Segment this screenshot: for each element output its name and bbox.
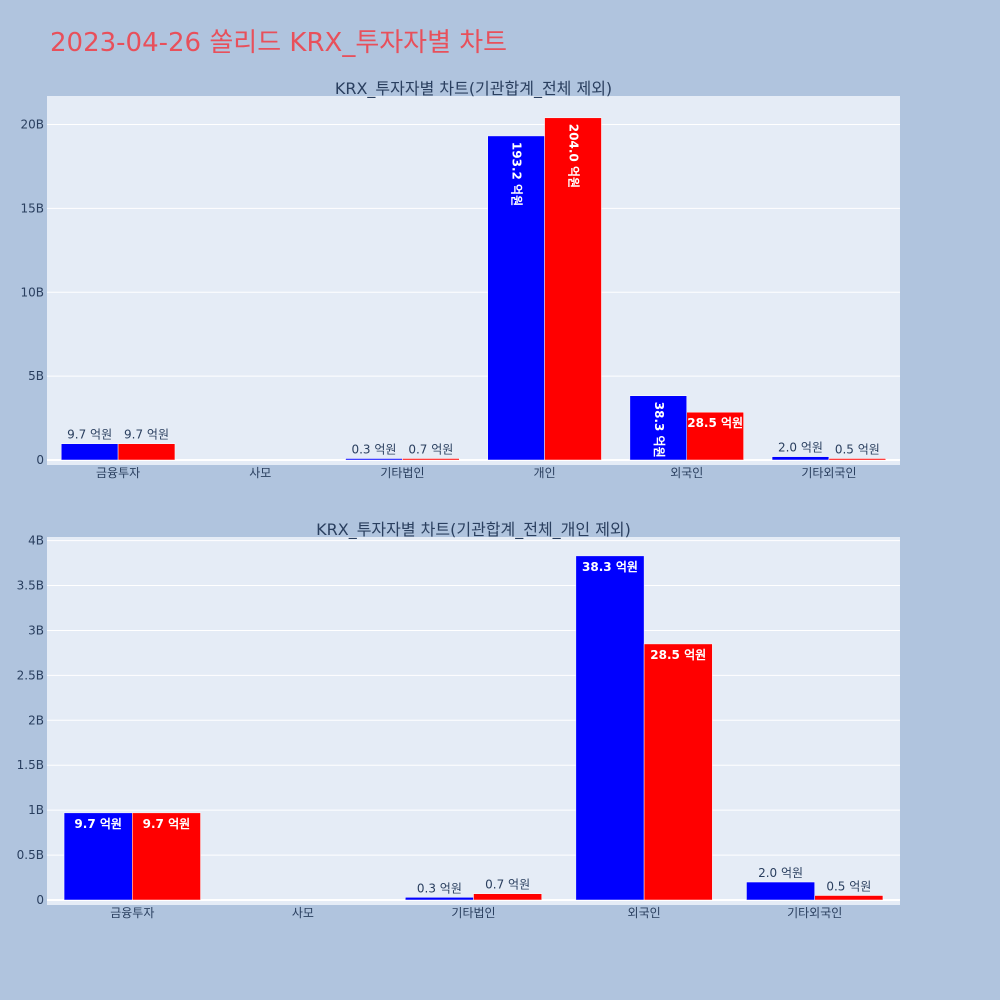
y-tick-label: 0	[36, 893, 44, 907]
data-label: 2.0 억원	[778, 441, 823, 455]
y-tick-label: 20B	[20, 118, 44, 132]
data-label: 38.3 억원	[582, 560, 638, 574]
y-tick-label: 3.5B	[17, 579, 44, 593]
data-label: 204.0 억원	[567, 124, 581, 188]
bar	[629, 395, 688, 461]
x-tick-label: 외국인	[670, 466, 703, 480]
x-tick-label: 기타법인	[451, 906, 495, 920]
bar	[746, 881, 815, 901]
y-tick-label: 1B	[28, 803, 44, 817]
x-tick-label: 기타외국인	[787, 906, 842, 920]
bar	[402, 458, 460, 461]
bar	[643, 643, 713, 901]
chart-title: KRX_투자자별 차트(기관합계_전체 제외)	[335, 79, 612, 99]
data-label: 9.7 억원	[67, 428, 112, 442]
data-label: 28.5 억원	[687, 416, 743, 430]
bar	[473, 893, 542, 901]
bar	[828, 458, 887, 461]
bar	[117, 443, 176, 461]
bar	[575, 555, 645, 901]
data-label: 9.7 억원	[74, 817, 122, 831]
bar	[63, 812, 133, 901]
chart-title: KRX_투자자별 차트(기관합계_전체_개인 제외)	[316, 520, 631, 540]
x-tick-label: 사모	[292, 906, 314, 920]
data-label: 2.0 억원	[758, 866, 803, 880]
bar	[405, 897, 474, 901]
data-label: 0.3 억원	[417, 881, 462, 895]
data-label: 0.3 억원	[351, 443, 396, 457]
x-tick-label: 금융투자	[110, 906, 154, 920]
x-tick-label: 기타법인	[380, 466, 424, 480]
bar	[487, 135, 545, 461]
data-label: 9.7 억원	[124, 428, 169, 442]
data-label: 38.3 억원	[652, 402, 666, 458]
data-label: 0.5 억원	[826, 880, 871, 894]
y-tick-label: 0	[36, 453, 44, 467]
x-tick-label: 금융투자	[96, 466, 140, 480]
data-label: 193.2 억원	[510, 142, 524, 206]
bar	[544, 117, 602, 461]
data-label: 0.7 억원	[485, 878, 530, 892]
bar	[686, 411, 744, 461]
y-tick-label: 3B	[28, 623, 44, 637]
bar	[814, 895, 884, 901]
y-tick-label: 10B	[20, 285, 44, 299]
data-label: 0.7 억원	[408, 443, 453, 457]
y-tick-label: 15B	[20, 201, 44, 215]
chart-all-investors: KRX_투자자별 차트(기관합계_전체 제외) 0 5B 10B 15B 20B 금융투자 9…	[20, 79, 900, 480]
y-tick-label: 0.5B	[17, 848, 44, 862]
plot-area	[47, 96, 900, 465]
bar	[132, 812, 201, 901]
data-label: 9.7 억원	[143, 817, 191, 831]
x-tick-label: 외국인	[628, 906, 661, 920]
data-label: 0.5 억원	[835, 443, 880, 457]
y-tick-label: 4B	[28, 534, 44, 548]
y-tick-label: 5B	[28, 369, 44, 383]
x-tick-label: 개인	[534, 466, 556, 480]
y-tick-label: 1.5B	[17, 758, 44, 772]
page-title: 2023-04-26 쏠리드 KRX_투자자별 차트	[50, 28, 508, 58]
y-tick-label: 2.5B	[17, 668, 44, 682]
x-tick-label: 기타외국인	[801, 466, 856, 480]
y-tick-label: 2B	[28, 713, 44, 727]
x-tick-label: 사모	[249, 466, 271, 480]
data-label: 28.5 억원	[650, 648, 706, 662]
